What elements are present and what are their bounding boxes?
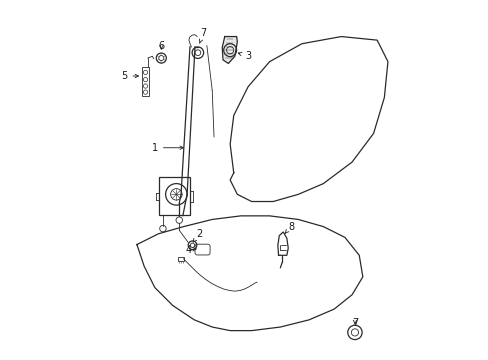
Text: 5: 5	[121, 71, 138, 81]
Text: 2: 2	[193, 229, 203, 242]
Text: 1: 1	[151, 143, 183, 153]
Text: 3: 3	[238, 51, 251, 61]
Text: 6: 6	[158, 41, 164, 50]
Text: 4: 4	[185, 244, 196, 255]
Text: 7: 7	[199, 28, 206, 44]
Text: 7: 7	[351, 319, 357, 328]
Text: 8: 8	[285, 222, 294, 233]
Polygon shape	[222, 37, 237, 63]
